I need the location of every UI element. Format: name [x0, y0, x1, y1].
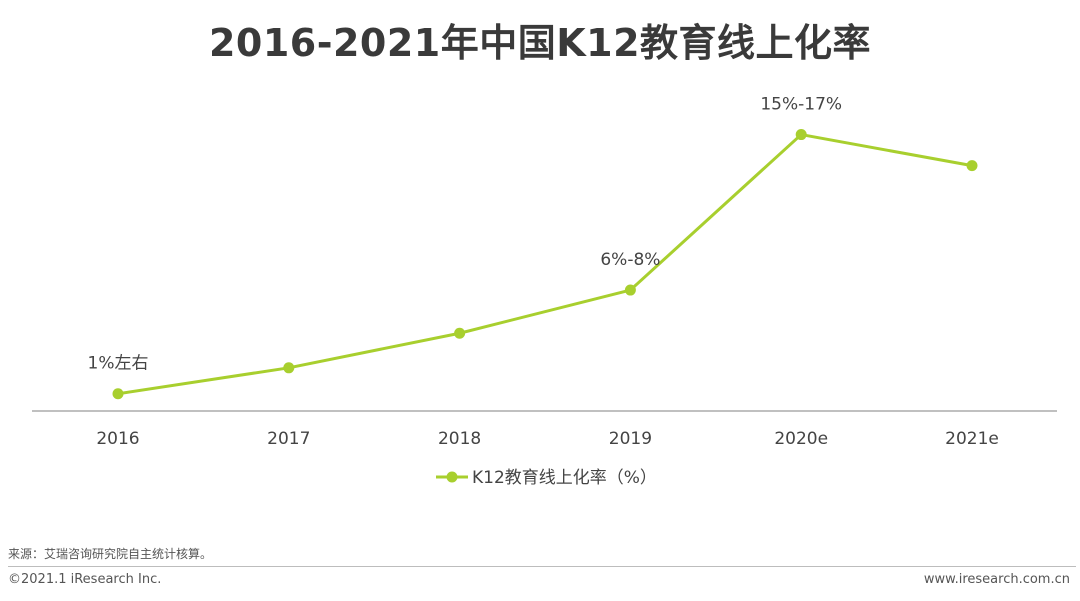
x-tick-label: 2021e — [945, 429, 999, 449]
legend-label: K12教育线上化率（%） — [472, 468, 657, 488]
line-chart: 2016 2017 2018 2019 2020e 2021e 1%左右 6%-8% 15%-1… — [32, 95, 1057, 488]
footer-divider — [8, 566, 1076, 567]
x-tick-label: 2017 — [267, 429, 310, 449]
data-point — [283, 362, 295, 374]
copyright-text: ©2021.1 iResearch Inc. — [8, 572, 162, 587]
data-point — [112, 388, 124, 400]
source-note: 来源：艾瑞咨询研究院自主统计核算。 — [8, 547, 213, 561]
data-point — [795, 129, 807, 141]
x-tick-label: 2019 — [609, 429, 652, 449]
data-point — [454, 327, 466, 339]
chart-title: 2016-2021年中国K12教育线上化率 — [208, 21, 872, 65]
x-tick-label: 2016 — [96, 429, 139, 449]
legend-marker — [446, 471, 458, 483]
x-tick-label: 2020e — [774, 429, 828, 449]
data-point — [624, 284, 636, 296]
data-point — [966, 160, 978, 172]
series-line — [116, 133, 974, 396]
data-label: 1%左右 — [88, 354, 149, 374]
data-label: 15%-17% — [760, 95, 842, 115]
data-label: 6%-8% — [600, 250, 660, 270]
website-link[interactable]: www.iresearch.com.cn — [923, 572, 1070, 587]
x-tick-label: 2018 — [438, 429, 481, 449]
